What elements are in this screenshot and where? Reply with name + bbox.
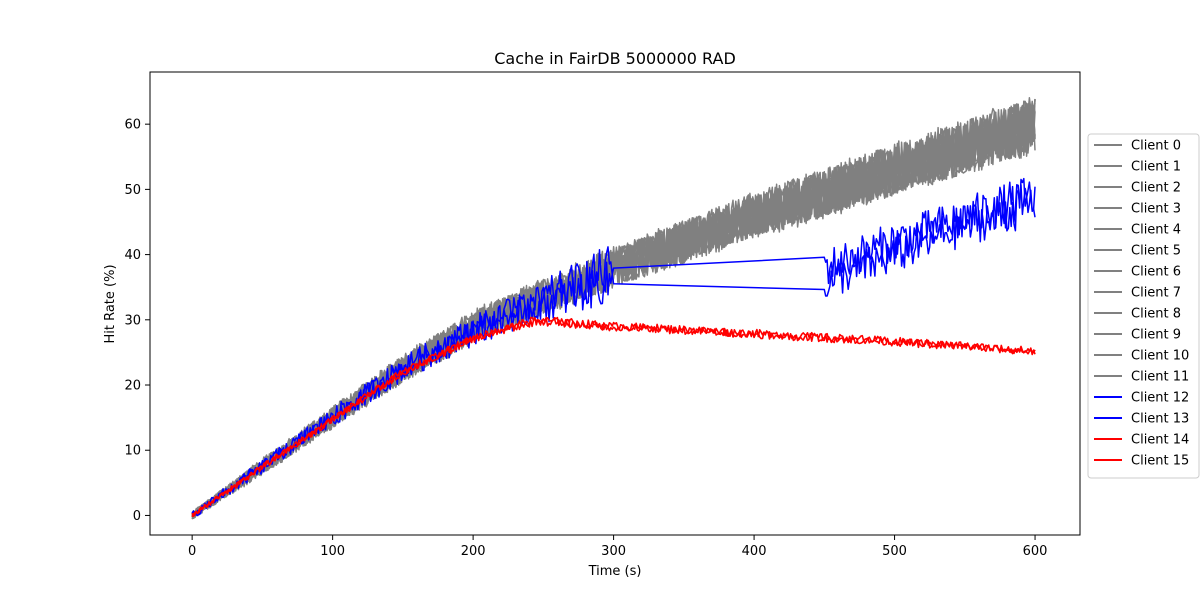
- legend-label: Client 7: [1131, 286, 1181, 301]
- y-tick-label: 50: [124, 183, 141, 198]
- series-line-client-13: [191, 183, 1036, 516]
- legend-label: Client 14: [1131, 433, 1189, 448]
- y-tick-label: 40: [124, 248, 141, 263]
- y-tick-label: 0: [133, 509, 141, 524]
- legend-label: Client 9: [1131, 328, 1181, 343]
- plot-area: 0 100 200 300 400 500 600 0 10 20 30 40 50 60: [124, 71, 1081, 559]
- y-tick-label: 20: [124, 379, 141, 394]
- x-tick-label: 400: [742, 544, 767, 559]
- legend-label: Client 1: [1131, 160, 1181, 175]
- x-tick-label: 600: [1023, 544, 1048, 559]
- legend-label: Client 2: [1131, 181, 1181, 196]
- y-tick-label: 30: [124, 313, 141, 328]
- x-tick-label: 100: [320, 544, 345, 559]
- legend-label: Client 5: [1131, 244, 1181, 259]
- chart-title: Cache in FairDB 5000000 RAD: [494, 49, 736, 68]
- x-tick-label: 500: [882, 544, 907, 559]
- legend-box: [1087, 133, 1200, 479]
- legend-label: Client 15: [1131, 454, 1189, 469]
- y-tick-label: 10: [124, 444, 141, 459]
- series-line-client-11: [191, 98, 1036, 518]
- legend-label: Client 3: [1131, 202, 1181, 217]
- series-line-client-15: [191, 316, 1036, 518]
- x-tick-label: 0: [188, 544, 196, 559]
- legend-label: Client 4: [1131, 223, 1181, 238]
- legend: Client 0 Client 1 Client 2 Client 3 Client 4…: [1087, 133, 1200, 479]
- legend-label: Client 0: [1131, 139, 1181, 154]
- legend-label: Client 12: [1131, 391, 1189, 406]
- y-axis-label: Hit Rate (%): [103, 264, 118, 343]
- plot-frame: [149, 71, 1081, 536]
- legend-label: Client 8: [1131, 307, 1181, 322]
- x-tick-label: 300: [601, 544, 626, 559]
- legend-label: Client 6: [1131, 265, 1181, 280]
- legend-label: Client 11: [1131, 370, 1189, 385]
- series-group: [191, 97, 1036, 520]
- legend-label: Client 13: [1131, 412, 1189, 427]
- y-tick-label: 60: [124, 118, 141, 133]
- legend-label: Client 10: [1131, 349, 1189, 364]
- x-tick-label: 200: [461, 544, 486, 559]
- x-axis-label: Time (s): [588, 564, 642, 579]
